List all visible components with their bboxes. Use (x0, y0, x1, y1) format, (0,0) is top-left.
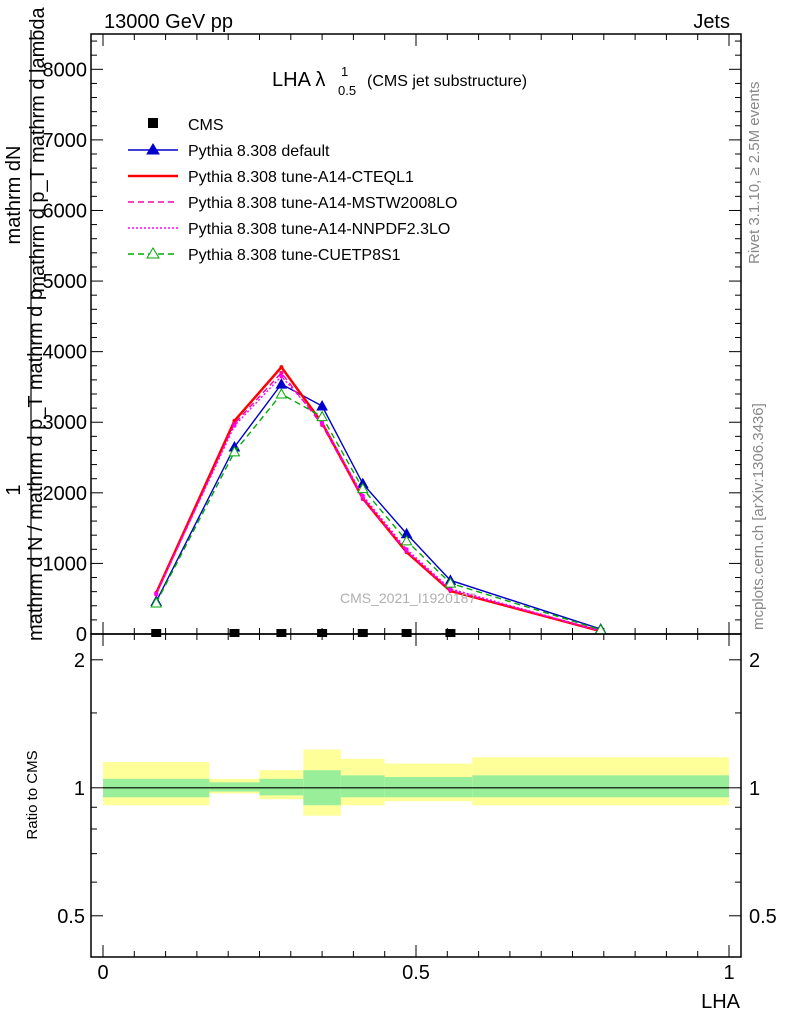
series-line (155, 375, 601, 632)
ratio-y-tick-label-right: 0.5 (749, 906, 777, 928)
series-marker (316, 410, 328, 422)
series-point (232, 418, 237, 423)
y-tick-label: 1000 (43, 553, 88, 575)
ratio-ylabel: Ratio to CMS (24, 750, 41, 839)
y-tick-label: 2000 (43, 483, 88, 505)
x-tick-label: 0 (97, 962, 108, 984)
cms-data-point (317, 629, 328, 637)
cms-data-point (229, 629, 240, 637)
series-point (279, 370, 284, 375)
legend-marker (146, 247, 160, 259)
series-point (360, 497, 365, 502)
ratio-y-tick-label-right: 2 (749, 650, 760, 672)
y-tick-label: 6000 (43, 200, 88, 222)
series-point (279, 365, 284, 370)
y-tick-label: 3000 (43, 412, 88, 434)
series-point (232, 423, 237, 428)
legend-label: Pythia 8.308 tune-A14-CTEQL1 (188, 169, 414, 186)
series-point (360, 493, 365, 498)
ylabel-top: 1 (3, 484, 25, 495)
series-marker (150, 596, 163, 608)
ratio-band-inner (259, 778, 304, 796)
chart-title: LHA λ 1 0.5 (CMS jet substructure) (272, 64, 527, 98)
ratio-band-inner (384, 777, 473, 798)
ratio-band-inner (340, 775, 385, 798)
ratio-y-tick-label: 1 (74, 778, 85, 800)
xlabel: LHA (701, 991, 741, 1013)
cms-data-point (401, 629, 412, 637)
legend-marker (146, 143, 160, 155)
y-tick-label: 4000 (43, 342, 88, 364)
series-marker (444, 577, 457, 588)
main-ylabel: 1 mathrm dN mathrm d N / mathrm d p_T ma… (3, 6, 49, 640)
ratio-y-tick-label-right: 1 (749, 778, 760, 800)
cms-data-point (276, 629, 287, 637)
ratio-band-inner (209, 782, 260, 792)
series-marker (400, 534, 413, 546)
series-marker (316, 399, 328, 411)
series-line (155, 393, 601, 631)
legend-label: Pythia 8.308 default (188, 143, 330, 160)
y-tick-label: 7000 (43, 130, 88, 152)
mcplots-label: mcplots.cern.ch [arXiv:1306.3436] (750, 403, 767, 630)
title-main: LHA λ (272, 69, 325, 91)
series-marker (275, 387, 288, 399)
main-panel: 0 1000 2000 3000 4000 5000 6000 7000 8000 (43, 33, 742, 646)
title-sup: 1 (341, 64, 348, 79)
cms-data-point (445, 629, 456, 637)
title-sub: 0.5 (338, 83, 356, 98)
legend-label: CMS (188, 117, 224, 134)
analysis-watermark: CMS_2021_I1920187 (340, 590, 476, 606)
energy-label: 13000 GeV pp (104, 11, 233, 33)
ylabel-left: mathrm dN (3, 146, 25, 245)
ylabel-right: mathrm d p_T mathrm d lambda (27, 6, 49, 292)
legend: CMS Pythia 8.308 default Pythia 8.308 tune… (128, 117, 457, 264)
series-point (154, 591, 159, 596)
cms-data-point (357, 629, 368, 637)
series-point (320, 420, 325, 425)
jets-label: Jets (693, 11, 730, 33)
ratio-band-inner (472, 775, 729, 798)
ratio-y-tick-label: 0.5 (57, 906, 85, 928)
ratio-y-tick-label: 2 (74, 650, 85, 672)
x-tick-label: 0.5 (402, 962, 430, 984)
cms-data-point (151, 629, 162, 637)
ylabel-denominator: mathrm d N / mathrm d p_T mathrm d p (25, 289, 47, 641)
series-point (279, 374, 284, 379)
title-rest: (CMS jet substructure) (367, 73, 527, 90)
rivet-label: Rivet 3.1.10, ≥ 2.5M events (746, 82, 763, 265)
y-tick-label: 5000 (43, 271, 88, 293)
y-tick-label: 0 (76, 624, 87, 646)
series-marker (356, 482, 369, 494)
series-line (155, 371, 601, 632)
series-line (155, 383, 601, 630)
series-point (448, 586, 453, 591)
legend-marker-cms (148, 118, 158, 128)
x-tick-label: 1 (723, 962, 734, 984)
series-marker (228, 445, 241, 457)
legend-label: Pythia 8.308 tune-A14-MSTW2008LO (188, 195, 457, 212)
legend-label: Pythia 8.308 tune-A14-NNPDF2.3LO (188, 221, 450, 238)
legend-label: Pythia 8.308 tune-CUETP8S1 (188, 247, 401, 264)
series-point (404, 547, 409, 552)
y-tick-label: 8000 (43, 59, 88, 81)
ratio-panel: 0.5 0.5 1 1 2 2 0 0.5 1 (57, 633, 777, 984)
